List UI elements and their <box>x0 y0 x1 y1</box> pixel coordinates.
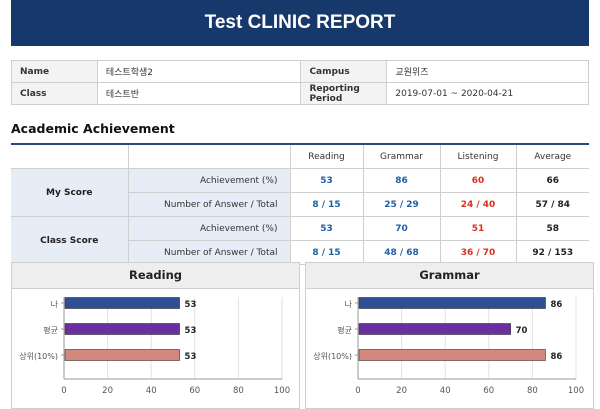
cell-listening: 60 <box>440 168 517 193</box>
achievement-header-row: Reading Grammar Listening Average <box>11 143 589 169</box>
col-header-reading: Reading <box>290 143 364 169</box>
cell-listening: 36 / 70 <box>440 240 517 265</box>
achievement-table: Reading Grammar Listening Average My Sco… <box>11 143 589 265</box>
category-label: 상위(10%) <box>19 351 58 361</box>
category-label: 평균 <box>43 325 58 335</box>
x-tick-label: 80 <box>527 386 538 396</box>
x-tick-label: 80 <box>233 386 244 396</box>
x-tick-label: 100 <box>274 386 290 396</box>
info-row: Name 테스트학생2 Campus 교원위즈 <box>11 60 589 83</box>
name-value: 테스트학생2 <box>96 60 302 83</box>
campus-label: Campus <box>300 60 388 83</box>
header-spacer <box>11 143 129 169</box>
category-label: 나 <box>345 300 353 309</box>
row-label: Number of Answer / Total <box>128 240 291 265</box>
cell-average: 57 / 84 <box>516 192 589 217</box>
period-value: 2019-07-01 ~ 2020-04-21 <box>386 82 589 105</box>
x-tick-label: 20 <box>396 386 407 396</box>
cell-grammar: 48 / 68 <box>363 240 441 265</box>
row-label: Achievement (%) <box>128 216 291 241</box>
chart-title: Grammar <box>306 263 593 289</box>
section-title: Academic Achievement <box>11 121 175 136</box>
cell-grammar: 70 <box>363 216 441 241</box>
category-label: 상위(10%) <box>313 351 352 361</box>
report-title: Test CLINIC REPORT <box>204 12 396 33</box>
data-label: 53 <box>185 326 197 336</box>
row-label: Achievement (%) <box>128 168 291 193</box>
class-value: 테스트반 <box>96 82 302 105</box>
data-label: 53 <box>185 300 197 310</box>
info-row: Class 테스트반 Reporting Period 2019-07-01 ~… <box>11 82 589 105</box>
category-label: 평균 <box>337 325 352 335</box>
cell-grammar: 86 <box>363 168 441 193</box>
group-label-my-score: My Score <box>11 168 129 217</box>
student-info-table: Name 테스트학생2 Campus 교원위즈 Class 테스트반 Repor… <box>11 60 589 105</box>
cell-listening: 24 / 40 <box>440 192 517 217</box>
cell-reading: 53 <box>290 216 364 241</box>
table-row: Number of Answer / Total 8 / 15 48 / 68 … <box>11 240 589 265</box>
x-tick-label: 40 <box>146 386 157 396</box>
data-label: 86 <box>550 300 562 310</box>
cell-average: 58 <box>516 216 589 241</box>
reading-chart-panel: Reading 0 20 40 60 80 100 나 53 평균 53 상위(10%) 53 <box>11 262 300 409</box>
period-label: Reporting Period <box>300 82 388 105</box>
cell-reading: 53 <box>290 168 364 193</box>
col-header-listening: Listening <box>440 143 517 169</box>
cell-reading: 8 / 15 <box>290 240 364 265</box>
bar <box>358 349 546 361</box>
cell-average: 66 <box>516 168 589 193</box>
grammar-bar-chart: 0 20 40 60 80 100 나 86 평균 70 상위(10%) 86 <box>313 297 584 396</box>
reading-bar-chart: 0 20 40 60 80 100 나 53 평균 53 상위(10%) 53 <box>19 297 290 396</box>
x-tick-label: 60 <box>189 386 200 396</box>
cell-average: 92 / 153 <box>516 240 589 265</box>
x-tick-label: 20 <box>102 386 113 396</box>
cell-reading: 8 / 15 <box>290 192 364 217</box>
chart-title: Reading <box>12 263 299 289</box>
bar <box>64 349 180 361</box>
col-header-average: Average <box>516 143 589 169</box>
table-row: Class Score Achievement (%) 53 70 51 58 <box>11 216 589 265</box>
bar <box>358 297 546 309</box>
row-label: Number of Answer / Total <box>128 192 291 217</box>
x-tick-label: 40 <box>440 386 451 396</box>
header-spacer <box>128 143 291 169</box>
bar <box>64 297 180 309</box>
report-header: Test CLINIC REPORT <box>11 0 589 46</box>
data-label: 70 <box>516 326 528 336</box>
col-header-grammar: Grammar <box>363 143 441 169</box>
table-row: My Score Achievement (%) 53 86 60 66 <box>11 168 589 217</box>
bar <box>358 323 511 335</box>
x-tick-label: 0 <box>355 386 360 396</box>
class-label: Class <box>11 82 98 105</box>
grammar-chart-panel: Grammar 0 20 40 60 80 100 나 86 평균 70 상위(10%) 86 <box>305 262 594 409</box>
x-tick-label: 60 <box>483 386 494 396</box>
category-label: 나 <box>51 300 59 309</box>
data-label: 86 <box>550 352 562 362</box>
cell-listening: 51 <box>440 216 517 241</box>
table-row: Number of Answer / Total 8 / 15 25 / 29 … <box>11 192 589 217</box>
x-tick-label: 0 <box>61 386 66 396</box>
data-label: 53 <box>185 352 197 362</box>
x-tick-label: 100 <box>568 386 584 396</box>
group-label-class-score: Class Score <box>11 216 129 265</box>
name-label: Name <box>11 60 98 83</box>
cell-grammar: 25 / 29 <box>363 192 441 217</box>
campus-value: 교원위즈 <box>386 60 589 83</box>
bar <box>64 323 180 335</box>
